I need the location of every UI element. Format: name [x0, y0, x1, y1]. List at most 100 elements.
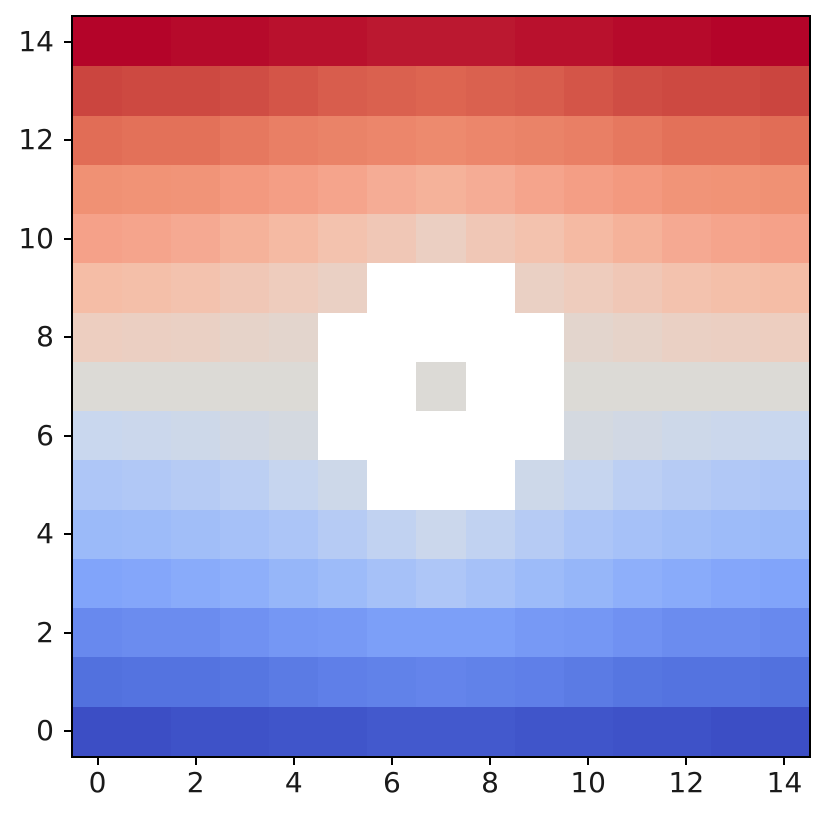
y-tick-label: 14 — [18, 24, 54, 58]
heatmap-cell — [612, 312, 662, 362]
heatmap-cell — [563, 115, 613, 165]
heatmap-cell — [220, 214, 270, 264]
heatmap-cell — [171, 115, 221, 165]
heatmap-cell — [514, 558, 564, 609]
heatmap-cell-masked — [367, 460, 417, 510]
heatmap-cell — [171, 411, 221, 461]
heatmap-cell — [122, 164, 172, 215]
heatmap-cell — [759, 66, 809, 116]
heatmap-cell — [269, 17, 319, 67]
y-tick-label: 6 — [36, 418, 54, 452]
heatmap-cell — [612, 66, 662, 116]
heatmap-cell — [122, 558, 172, 609]
heatmap-cell — [318, 214, 368, 264]
heatmap-cell — [367, 164, 417, 215]
heatmap-cell — [416, 608, 466, 658]
heatmap-cell — [220, 509, 270, 559]
heatmap-cell — [367, 17, 417, 67]
heatmap-cell — [661, 706, 711, 756]
heatmap-cell — [269, 361, 319, 412]
heatmap-cell — [514, 263, 564, 313]
heatmap-cell — [122, 214, 172, 264]
heatmap-cell — [122, 657, 172, 707]
heatmap-cell — [73, 558, 123, 609]
heatmap-cell-masked — [318, 312, 368, 362]
y-tick-label: 2 — [36, 615, 54, 649]
heatmap-cell — [759, 361, 809, 412]
heatmap-cell — [73, 361, 123, 412]
heatmap-cell-masked — [416, 312, 466, 362]
heatmap-cell — [563, 263, 613, 313]
heatmap-cell — [563, 361, 613, 412]
heatmap-cell — [269, 312, 319, 362]
heatmap-cell — [514, 509, 564, 559]
heatmap-cell — [220, 66, 270, 116]
heatmap-cell — [710, 164, 760, 215]
heatmap-cell — [122, 263, 172, 313]
heatmap-cell — [612, 361, 662, 412]
heatmap-cell — [416, 558, 466, 609]
heatmap-cell — [73, 657, 123, 707]
x-tick-mark — [783, 758, 786, 765]
heatmap-cell — [710, 608, 760, 658]
heatmap-cell — [612, 115, 662, 165]
y-tick-mark — [64, 533, 71, 536]
heatmap-cell-masked — [318, 411, 368, 461]
y-tick-label: 12 — [18, 123, 54, 157]
heatmap-cell — [465, 657, 515, 707]
heatmap-cell — [367, 66, 417, 116]
heatmap-cell — [122, 66, 172, 116]
y-tick-mark — [64, 237, 71, 240]
heatmap-cell — [514, 706, 564, 756]
heatmap-cell — [220, 706, 270, 756]
heatmap-cell — [367, 214, 417, 264]
x-tick-mark — [587, 758, 590, 765]
heatmap-cell — [514, 214, 564, 264]
heatmap-cell — [220, 263, 270, 313]
heatmap-cell — [269, 657, 319, 707]
heatmap-cell — [612, 460, 662, 510]
heatmap-cell — [73, 706, 123, 756]
heatmap-cell — [220, 115, 270, 165]
x-tick-mark — [390, 758, 393, 765]
heatmap-cell — [318, 66, 368, 116]
heatmap-cell — [269, 706, 319, 756]
y-tick-mark — [64, 434, 71, 437]
heatmap-cell — [269, 411, 319, 461]
heatmap-cell — [367, 558, 417, 609]
heatmap-cell — [318, 460, 368, 510]
heatmap-cell-masked — [465, 411, 515, 461]
heatmap-cell — [514, 66, 564, 116]
heatmap-cell — [612, 657, 662, 707]
heatmap-cell — [710, 263, 760, 313]
heatmap-cell — [563, 608, 613, 658]
x-tick-mark — [96, 758, 99, 765]
heatmap-cell — [759, 608, 809, 658]
heatmap-cell — [563, 706, 613, 756]
heatmap-cell — [563, 312, 613, 362]
heatmap-cell — [220, 361, 270, 412]
heatmap-cell — [465, 115, 515, 165]
heatmap-cell — [514, 17, 564, 67]
heatmap-cell — [710, 66, 760, 116]
heatmap-cell — [759, 657, 809, 707]
heatmap-cell — [73, 164, 123, 215]
heatmap-cell — [514, 115, 564, 165]
heatmap-cell — [514, 608, 564, 658]
heatmap-cell — [269, 164, 319, 215]
y-tick-mark — [64, 139, 71, 142]
heatmap-cell — [73, 66, 123, 116]
heatmap-cell — [73, 263, 123, 313]
heatmap-cell — [122, 608, 172, 658]
heatmap-cell — [612, 558, 662, 609]
heatmap-cell — [710, 361, 760, 412]
heatmap-cell-masked — [367, 361, 417, 412]
heatmap-cell — [612, 214, 662, 264]
heatmap-cell — [465, 66, 515, 116]
heatmap-cell — [416, 66, 466, 116]
heatmap-cell — [612, 411, 662, 461]
x-tick-label: 12 — [668, 766, 705, 799]
heatmap-cell — [710, 657, 760, 707]
heatmap-cell — [563, 214, 613, 264]
